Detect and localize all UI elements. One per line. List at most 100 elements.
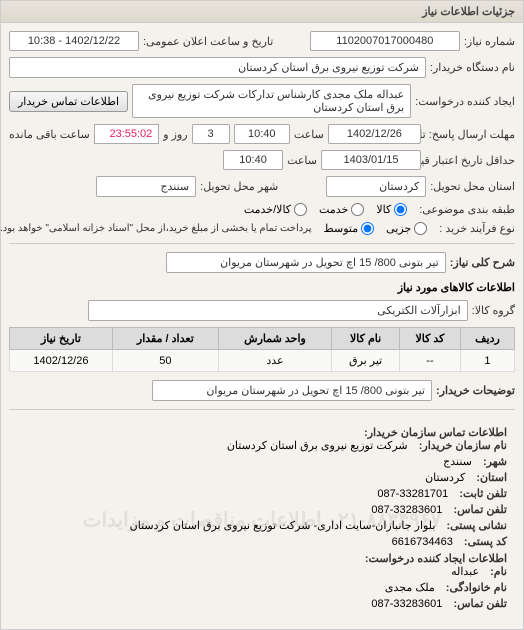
contact-province-label: استان: — [476, 471, 507, 484]
table-header: کد کالا — [399, 328, 460, 350]
table-row[interactable]: 1--تیر برقعدد501402/12/26 — [10, 350, 515, 372]
creator-name-value: عبداله — [451, 565, 479, 578]
radio-partial-input[interactable] — [414, 222, 427, 235]
table-cell: 50 — [112, 350, 218, 372]
table-header: تاریخ نیاز — [10, 328, 113, 350]
contact-info: اطلاعات تماس سازمان خریدار: نام سازمان خ… — [17, 426, 507, 610]
row-creator: ایجاد کننده درخواست: عبداله ملک مجدی کار… — [9, 84, 515, 118]
delivery-time-field[interactable]: 10:40 — [223, 150, 283, 170]
creator-phone-label: تلفن تماس: — [453, 597, 507, 610]
province-field[interactable]: کردستان — [326, 176, 426, 197]
table-header: ردیف — [460, 328, 514, 350]
contact-org-label: نام سازمان خریدار: — [419, 439, 507, 452]
org-label: نام دستگاه خریدار: — [430, 61, 515, 74]
creator-name-label: نام: — [490, 565, 507, 578]
row-delivery: حداقل تاریخ اعتبار قیمت: تا تاریخ: 1403/… — [9, 150, 515, 170]
contact-phone-label: تلفن ثابت: — [459, 487, 507, 500]
province-label: استان محل تحویل: — [430, 180, 515, 193]
remaining-label: ساعت باقی مانده — [9, 128, 90, 141]
contact-address-value: بلوار جانبازان-سایت اداری- شرکت توزیع نی… — [130, 519, 436, 532]
contact-province-row: استان: کردستان — [17, 471, 507, 484]
radio-goods-label: کالا — [376, 203, 391, 216]
contact-button[interactable]: اطلاعات تماس خریدار — [9, 91, 128, 112]
creator-field[interactable]: عبداله ملک مجدی کارشناس تدارکات شرکت توز… — [132, 84, 411, 118]
contact-fax-label: تلفن تماس: — [453, 503, 507, 516]
radio-service-input[interactable] — [351, 203, 364, 216]
group-label: گروه کالا: — [472, 304, 515, 317]
row-org: نام دستگاه خریدار: شرکت توزیع نیروی برق … — [9, 57, 515, 78]
delivery-label: حداقل تاریخ اعتبار قیمت: تا تاریخ: — [425, 154, 515, 167]
deadline-date-field[interactable]: 1402/12/26 — [328, 124, 421, 144]
announce-label: تاریخ و ساعت اعلان عمومی: — [143, 35, 273, 48]
deadline-time-field[interactable]: 10:40 — [234, 124, 290, 144]
table-cell: 1402/12/26 — [10, 350, 113, 372]
radio-medium-label: متوسط — [324, 222, 359, 235]
contact-post-row: کد پستی: 6616734463 — [17, 535, 507, 548]
creator-title: اطلاعات ایجاد کننده درخواست: — [17, 552, 507, 565]
radio-medium[interactable]: متوسط — [324, 222, 375, 235]
contact-org-value: شرکت توزیع نیروی برق استان کردستان — [227, 439, 408, 452]
contact-phone-value: 087-33281701 — [377, 488, 448, 500]
category-label: طبقه بندی موضوعی: — [419, 203, 515, 216]
panel-body: شماره نیاز: 1102007017000480 تاریخ و ساع… — [1, 23, 523, 629]
contact-fax-value: 087-33283601 — [371, 504, 442, 516]
contact-post-label: کد پستی: — [464, 535, 507, 548]
table-cell: تیر برق — [332, 350, 400, 372]
details-panel: جزئیات اطلاعات نیاز شماره نیاز: 11020070… — [0, 0, 524, 630]
separator-1 — [9, 243, 515, 244]
table-header: نام کالا — [332, 328, 400, 350]
days-field[interactable]: 3 — [192, 124, 230, 144]
row-location: استان محل تحویل: کردستان شهر محل تحویل: … — [9, 176, 515, 197]
days-label: روز و — [163, 128, 187, 141]
contact-title: اطلاعات تماس سازمان خریدار: — [17, 426, 507, 439]
delivery-date-field[interactable]: 1403/01/15 — [321, 150, 421, 170]
contact-city-value: سنندج — [443, 455, 472, 468]
request-no-field[interactable]: 1102007017000480 — [310, 31, 460, 51]
creator-label: ایجاد کننده درخواست: — [415, 95, 515, 108]
table-body: 1--تیر برقعدد501402/12/26 — [10, 350, 515, 372]
row-request-no: شماره نیاز: 1102007017000480 تاریخ و ساع… — [9, 31, 515, 51]
creator-name-row: نام: عبداله — [17, 565, 507, 578]
radio-both-label: کالا/خدمت — [244, 203, 291, 216]
creator-phone-row: تلفن تماس: 087-33283601 — [17, 597, 507, 610]
deadline-label: مهلت ارسال پاسخ: تا تاریخ: — [425, 128, 515, 141]
contact-city-row: شهر: سنندج — [17, 455, 507, 468]
table-cell: عدد — [218, 350, 332, 372]
row-deadline: مهلت ارسال پاسخ: تا تاریخ: 1402/12/26 سا… — [9, 124, 515, 144]
radio-goods[interactable]: کالا — [376, 203, 407, 216]
announce-field[interactable]: 1402/12/22 - 10:38 — [9, 31, 139, 51]
desc-label: شرح کلی نیاز: — [450, 256, 515, 269]
contact-post-value: 6616734463 — [392, 536, 453, 548]
city-label: شهر محل تحویل: — [200, 180, 278, 193]
radio-both-input[interactable] — [294, 203, 307, 216]
radio-both[interactable]: کالا/خدمت — [244, 203, 307, 216]
radio-goods-input[interactable] — [394, 203, 407, 216]
contact-phone-row: تلفن ثابت: 087-33281701 — [17, 487, 507, 500]
buyer-notes-field[interactable]: تیر بتونی 800/ 15 اچ تحویل در شهرستان مر… — [152, 380, 432, 401]
contact-area: ۰۲۱-۸۸۳۴۹۶۷ اطلاعات مناقصات و مزایدات اط… — [9, 418, 515, 621]
contact-city-label: شهر: — [483, 455, 507, 468]
creator-family-value: ملک مجدی — [385, 581, 435, 594]
buyer-notes-label: توضیحات خریدار: — [436, 384, 515, 397]
table-header: تعداد / مقدار — [112, 328, 218, 350]
desc-field[interactable]: تیر بتونی 800/ 15 اچ تحویل در شهرستان مر… — [166, 252, 446, 273]
row-category: طبقه بندی موضوعی: کالا خدمت کالا/خدمت — [9, 203, 515, 216]
separator-2 — [9, 409, 515, 410]
radio-partial[interactable]: جزیی — [386, 222, 427, 235]
radio-medium-input[interactable] — [361, 222, 374, 235]
creator-phone-value: 087-33283601 — [371, 598, 442, 610]
row-buyer-notes: توضیحات خریدار: تیر بتونی 800/ 15 اچ تحو… — [9, 380, 515, 401]
table-header: واحد شمارش — [218, 328, 332, 350]
creator-family-label: نام خانوادگی: — [446, 581, 507, 594]
city-field[interactable]: سنندج — [96, 176, 196, 197]
table-cell: -- — [399, 350, 460, 372]
request-no-label: شماره نیاز: — [464, 35, 515, 48]
items-table: ردیفکد کالانام کالاواحد شمارشتعداد / مقد… — [9, 327, 515, 372]
row-description: شرح کلی نیاز: تیر بتونی 800/ 15 اچ تحویل… — [9, 252, 515, 273]
org-field[interactable]: شرکت توزیع نیروی برق استان کردستان — [9, 57, 426, 78]
items-title: اطلاعات کالاهای مورد نیاز — [9, 281, 515, 294]
process-label: نوع فرآیند خرید : — [439, 222, 515, 235]
radio-service[interactable]: خدمت — [319, 203, 364, 216]
group-field[interactable]: ابزارآلات الکتریکی — [88, 300, 468, 321]
process-note: پرداخت تمام یا بخشی از مبلغ خرید،از محل … — [0, 223, 312, 234]
